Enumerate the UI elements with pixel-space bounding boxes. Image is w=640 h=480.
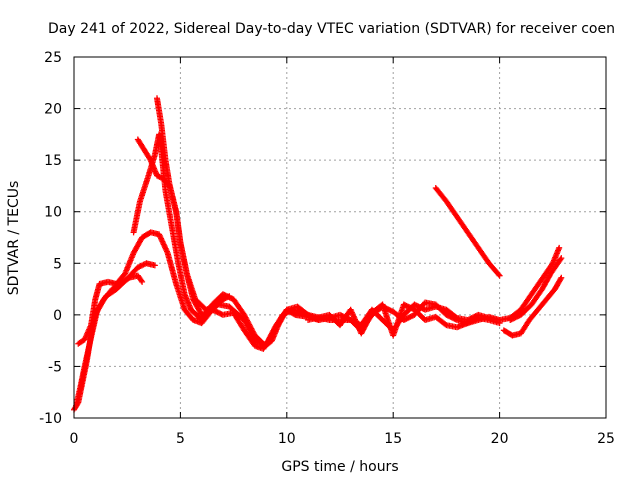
series-track-b [73, 260, 158, 409]
data-point [558, 255, 565, 262]
y-tick-label: 0 [53, 308, 62, 324]
series-track-c [75, 229, 233, 347]
y-tick-label: 10 [44, 205, 62, 221]
y-tick-label: 15 [44, 153, 62, 169]
y-tick-label: 20 [44, 102, 62, 118]
data-point [496, 272, 503, 279]
series-track-h [432, 184, 503, 279]
data-point [495, 271, 502, 278]
y-tick-label: -10 [39, 411, 62, 427]
x-tick-label: 25 [597, 431, 615, 447]
data-point [556, 244, 563, 251]
axis-ticks: 0 5 10 15 20 25 -10 -5 0 5 10 15 20 25 [39, 50, 615, 447]
y-axis-label: SDTVAR / TECUs [6, 181, 22, 296]
data-point [139, 278, 146, 285]
data-point [442, 321, 449, 328]
plot-frame [73, 56, 607, 419]
series-track-j [507, 255, 565, 324]
data-point [557, 275, 564, 282]
series-track-g [305, 301, 503, 339]
x-tick-label: 5 [176, 431, 185, 447]
chart-title: Day 241 of 2022, Sidereal Day-to-day VTE… [48, 21, 615, 37]
y-tick-label: -5 [48, 359, 62, 375]
y-tick-label: 25 [44, 50, 62, 66]
series-track-i [500, 274, 565, 339]
data-point [496, 320, 503, 327]
data-point [151, 262, 158, 269]
x-tick-label: 10 [278, 431, 296, 447]
x-tick-label: 0 [70, 431, 79, 447]
data-point [558, 274, 565, 281]
data-series [71, 95, 565, 413]
data-point [557, 256, 564, 263]
x-tick-label: 15 [384, 431, 402, 447]
y-tick-label: 5 [53, 256, 62, 272]
data-point [138, 277, 145, 284]
x-tick-label: 20 [491, 431, 509, 447]
x-axis-label: GPS time / hours [281, 459, 398, 475]
